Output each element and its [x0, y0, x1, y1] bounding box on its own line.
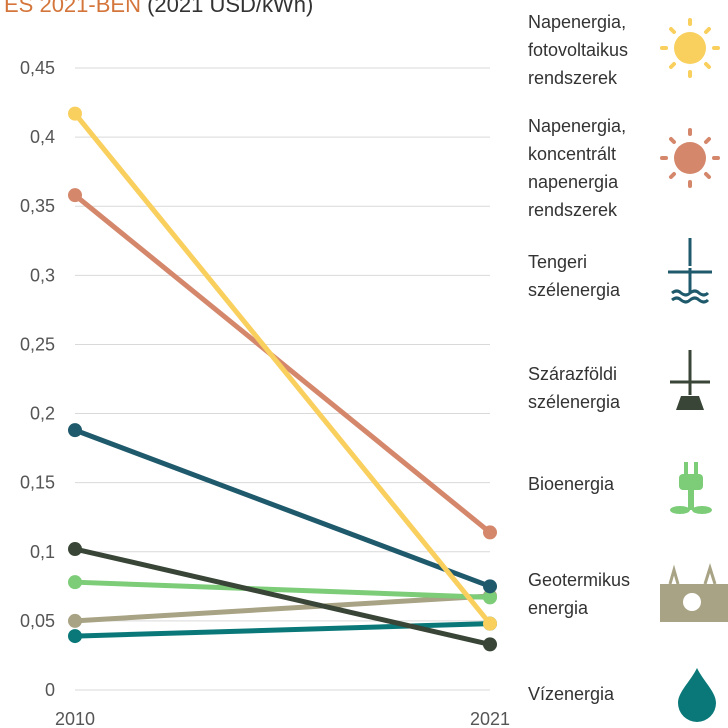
legend-label: Tengeri szélenergia — [528, 252, 621, 300]
series-line — [73, 193, 492, 535]
title-part: ES 2021-BEN — [4, 0, 141, 17]
icon-sun — [660, 18, 720, 78]
y-tick-label: 0 — [45, 680, 55, 700]
y-tick-label: 0,05 — [20, 611, 55, 631]
icon-offshore-wind — [668, 238, 712, 304]
point — [483, 637, 497, 652]
point — [68, 188, 82, 203]
icon-onshore-wind — [670, 350, 710, 410]
point — [68, 542, 82, 557]
icon-drop — [678, 668, 716, 722]
icon-sun-csp — [660, 128, 720, 188]
y-tick-label: 0,35 — [20, 196, 55, 216]
title-unit: (2021 USD/kWh) — [147, 0, 313, 17]
legend-label: Szárazföldi szélenergia — [528, 364, 621, 412]
point — [68, 575, 82, 590]
y-tick-label: 0,4 — [30, 127, 55, 147]
y-tick-label: 0,45 — [20, 58, 55, 78]
icon-geothermal — [660, 562, 728, 622]
y-tick-label: 0,25 — [20, 334, 55, 354]
series-line — [74, 579, 491, 600]
y-tick-label: 0,15 — [20, 473, 55, 493]
point — [483, 525, 497, 540]
series-line — [73, 112, 492, 626]
x-tick-label: 2021 — [470, 709, 510, 728]
point — [68, 613, 82, 628]
point — [483, 616, 497, 631]
legend-label: Geotermikus energia — [528, 570, 631, 618]
series-line — [74, 427, 491, 589]
legend-label: Bioenergia — [528, 474, 615, 494]
point — [483, 579, 497, 594]
y-tick-label: 0,2 — [30, 404, 55, 424]
series-line — [74, 621, 491, 639]
legend-label: Vízenergia — [528, 684, 615, 704]
point — [483, 590, 497, 605]
legend-label: Napenergia, fotovoltaikus rendszerek — [528, 12, 629, 88]
point — [68, 629, 82, 644]
series-line — [74, 593, 491, 624]
y-tick-label: 0,3 — [30, 265, 55, 285]
series-line — [74, 546, 491, 647]
legend-label: Napenergia, koncentrált napenergia rends… — [528, 116, 627, 220]
x-tick-label: 2010 — [55, 709, 95, 728]
chart-title: ES 2021-BEN (2021 USD/kWh) — [4, 0, 313, 17]
point — [68, 423, 82, 438]
icon-plug — [670, 462, 712, 514]
point — [68, 106, 82, 121]
y-tick-label: 0,1 — [30, 542, 55, 562]
